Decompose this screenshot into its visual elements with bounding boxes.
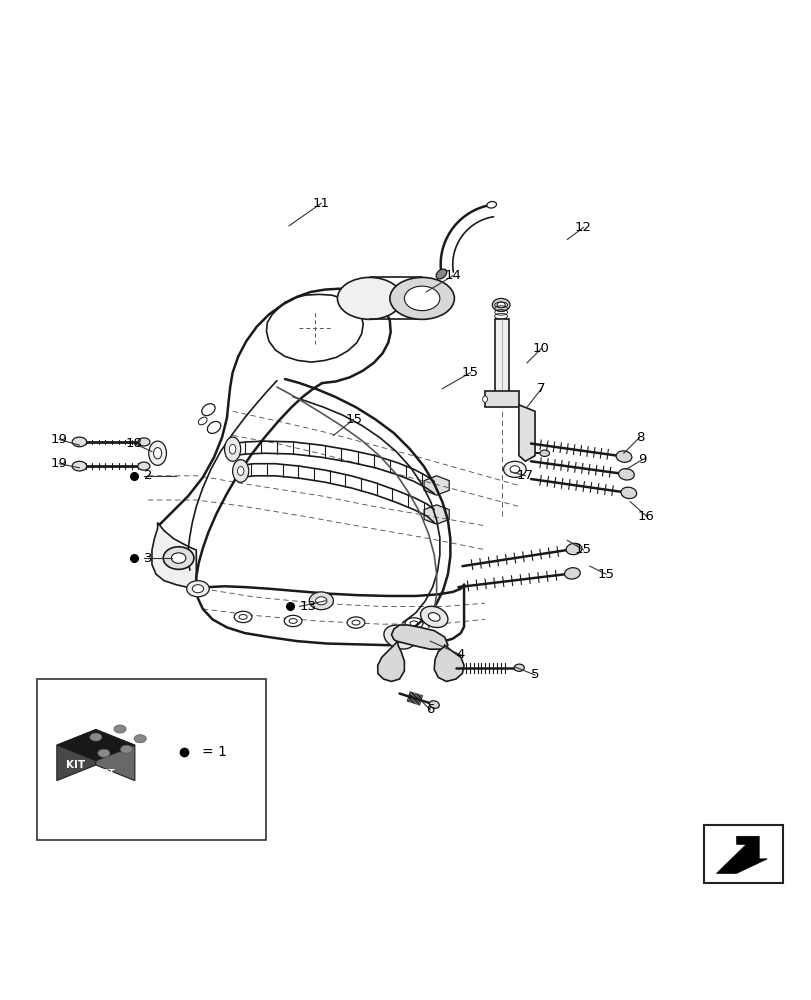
Ellipse shape [72,461,87,471]
Ellipse shape [346,617,364,628]
Bar [36,679,266,840]
Text: 2: 2 [144,469,152,482]
Ellipse shape [618,469,633,480]
Ellipse shape [565,543,581,555]
Text: 7: 7 [537,382,545,395]
Ellipse shape [207,421,221,433]
Ellipse shape [429,701,439,708]
Ellipse shape [134,735,146,743]
Ellipse shape [405,618,423,629]
Ellipse shape [436,269,446,279]
Text: 3: 3 [144,552,152,565]
Text: 14: 14 [444,269,461,282]
Ellipse shape [284,615,302,627]
Text: KIT: KIT [98,769,114,778]
Ellipse shape [487,201,496,208]
Polygon shape [434,645,464,681]
Ellipse shape [225,437,240,461]
Ellipse shape [171,553,186,563]
Text: 6: 6 [426,703,434,716]
Polygon shape [57,730,135,761]
Text: 12: 12 [574,221,591,234]
Text: 4: 4 [456,648,465,661]
Ellipse shape [337,277,401,319]
Polygon shape [377,641,404,681]
Ellipse shape [420,606,448,628]
Ellipse shape [491,298,509,311]
Ellipse shape [503,461,526,477]
Ellipse shape [482,396,487,402]
Text: = 1: = 1 [202,745,227,759]
Ellipse shape [315,597,327,605]
Ellipse shape [72,437,87,447]
Bar [494,319,508,399]
Polygon shape [152,523,196,589]
Ellipse shape [389,277,454,319]
Polygon shape [518,405,534,461]
Ellipse shape [496,302,504,308]
Text: 17: 17 [517,469,533,482]
Polygon shape [391,625,448,649]
Ellipse shape [509,466,519,473]
Text: 5: 5 [530,668,539,681]
Ellipse shape [234,611,251,623]
Ellipse shape [309,592,333,610]
Text: 15: 15 [574,543,591,556]
Ellipse shape [404,286,440,311]
Ellipse shape [90,733,101,741]
Ellipse shape [428,613,440,621]
Ellipse shape [138,462,150,470]
Ellipse shape [237,467,243,475]
Ellipse shape [539,450,549,456]
Ellipse shape [229,444,235,454]
Ellipse shape [513,664,524,671]
Ellipse shape [114,725,126,733]
Ellipse shape [98,749,109,757]
Text: 11: 11 [312,197,329,210]
Ellipse shape [238,615,247,619]
Ellipse shape [384,625,414,649]
Polygon shape [484,391,518,407]
Polygon shape [423,476,448,495]
Ellipse shape [201,404,215,416]
Ellipse shape [351,620,359,625]
Text: 10: 10 [532,342,549,355]
Text: 13: 13 [299,600,316,613]
Text: 18: 18 [126,437,143,450]
Polygon shape [715,836,766,873]
Ellipse shape [187,581,209,597]
Ellipse shape [289,619,297,623]
Polygon shape [423,505,448,524]
Polygon shape [96,730,135,781]
Ellipse shape [620,487,636,499]
Text: 19: 19 [51,457,67,470]
Ellipse shape [232,460,248,482]
Ellipse shape [192,585,204,593]
Ellipse shape [153,448,161,459]
Text: 16: 16 [637,510,654,523]
Polygon shape [57,730,96,781]
Text: 9: 9 [637,453,646,466]
Ellipse shape [198,417,207,425]
Bar [703,825,783,883]
Ellipse shape [392,632,406,642]
Text: 15: 15 [461,366,478,379]
Text: 15: 15 [345,413,362,426]
Ellipse shape [148,441,166,465]
Ellipse shape [120,745,132,753]
Text: KIT: KIT [67,760,85,770]
Ellipse shape [138,438,150,446]
Ellipse shape [410,621,418,626]
Ellipse shape [163,547,194,569]
Text: 15: 15 [597,568,614,581]
Text: 8: 8 [635,431,643,444]
Text: 19: 19 [51,433,67,446]
Ellipse shape [564,568,580,579]
Ellipse shape [616,451,631,462]
